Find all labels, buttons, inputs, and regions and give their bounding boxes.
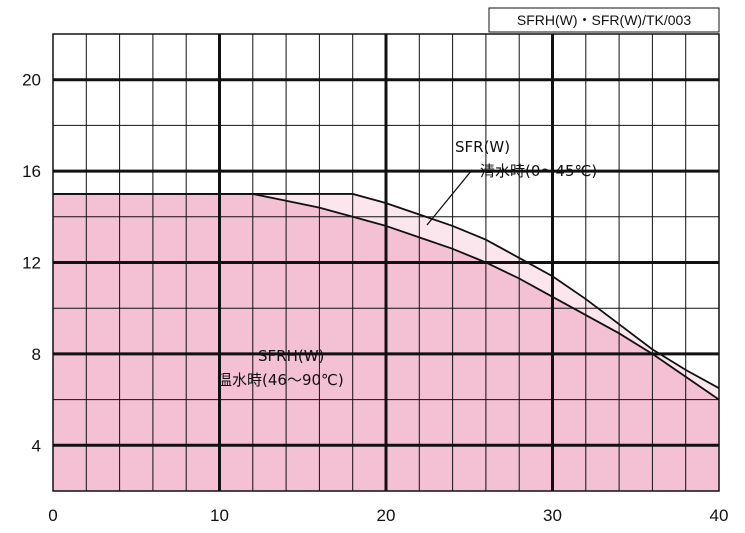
x-tick-label: 20: [377, 506, 396, 525]
grid-layer: [52, 33, 720, 492]
sfr-label: SFR(W): [455, 138, 510, 156]
code-label-frame: [488, 7, 720, 33]
y-tick-label: 8: [32, 345, 41, 364]
plot-frame: [52, 33, 720, 492]
sfr-leader-line: [426, 169, 473, 226]
y-tick-label: 12: [22, 254, 41, 273]
x-tick-label: 30: [543, 506, 562, 525]
sfrh-label: SFRH(W): [258, 347, 324, 365]
y-tick-label: 20: [22, 71, 41, 90]
code-label-box: SFRH(W)・SFR(W)/TK/003: [488, 7, 720, 33]
x-tick-label: 40: [710, 506, 729, 525]
x-tick-label: 10: [210, 506, 229, 525]
code-label: SFRH(W)・SFR(W)/TK/003: [517, 12, 691, 28]
y-tick-label: 4: [32, 436, 41, 455]
sfrh-condition-label: 温水時(46〜90℃): [217, 371, 344, 389]
annotation-layer: SFR(W) 清水時(0〜45℃) SFRH(W) 温水時(46〜90℃): [217, 138, 597, 389]
sfrh-line: [53, 193, 720, 401]
y-tick-label: 16: [22, 162, 41, 181]
x-tick-label: 0: [48, 506, 57, 525]
sfr-line: [53, 193, 720, 389]
series-line-layer: [53, 193, 720, 401]
sfr-condition-label: 清水時(0〜45℃): [480, 162, 597, 180]
tick-label-layer: 4 8 12 16 20 0 10 20 30 40: [22, 71, 728, 525]
